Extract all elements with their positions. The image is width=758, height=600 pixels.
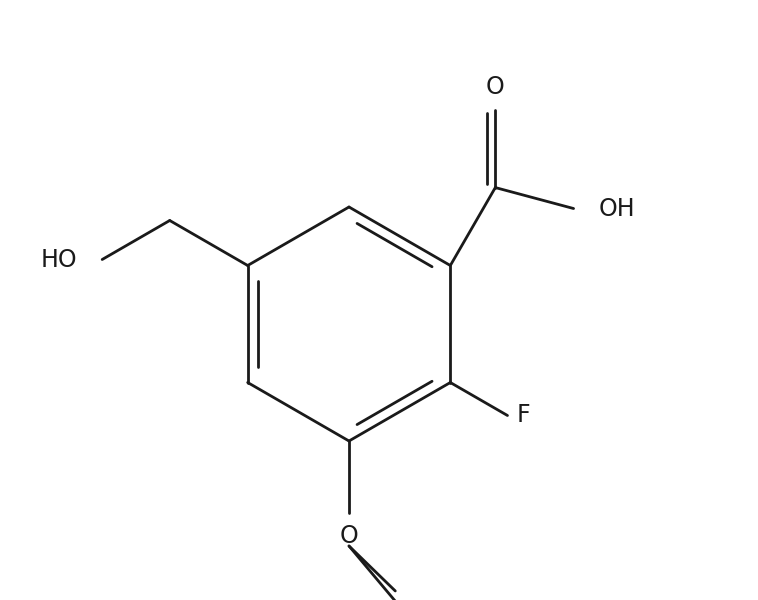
Text: OH: OH [599, 197, 635, 221]
Text: F: F [516, 403, 530, 427]
Text: O: O [486, 75, 505, 99]
Text: HO: HO [40, 248, 77, 271]
Text: O: O [340, 524, 359, 548]
